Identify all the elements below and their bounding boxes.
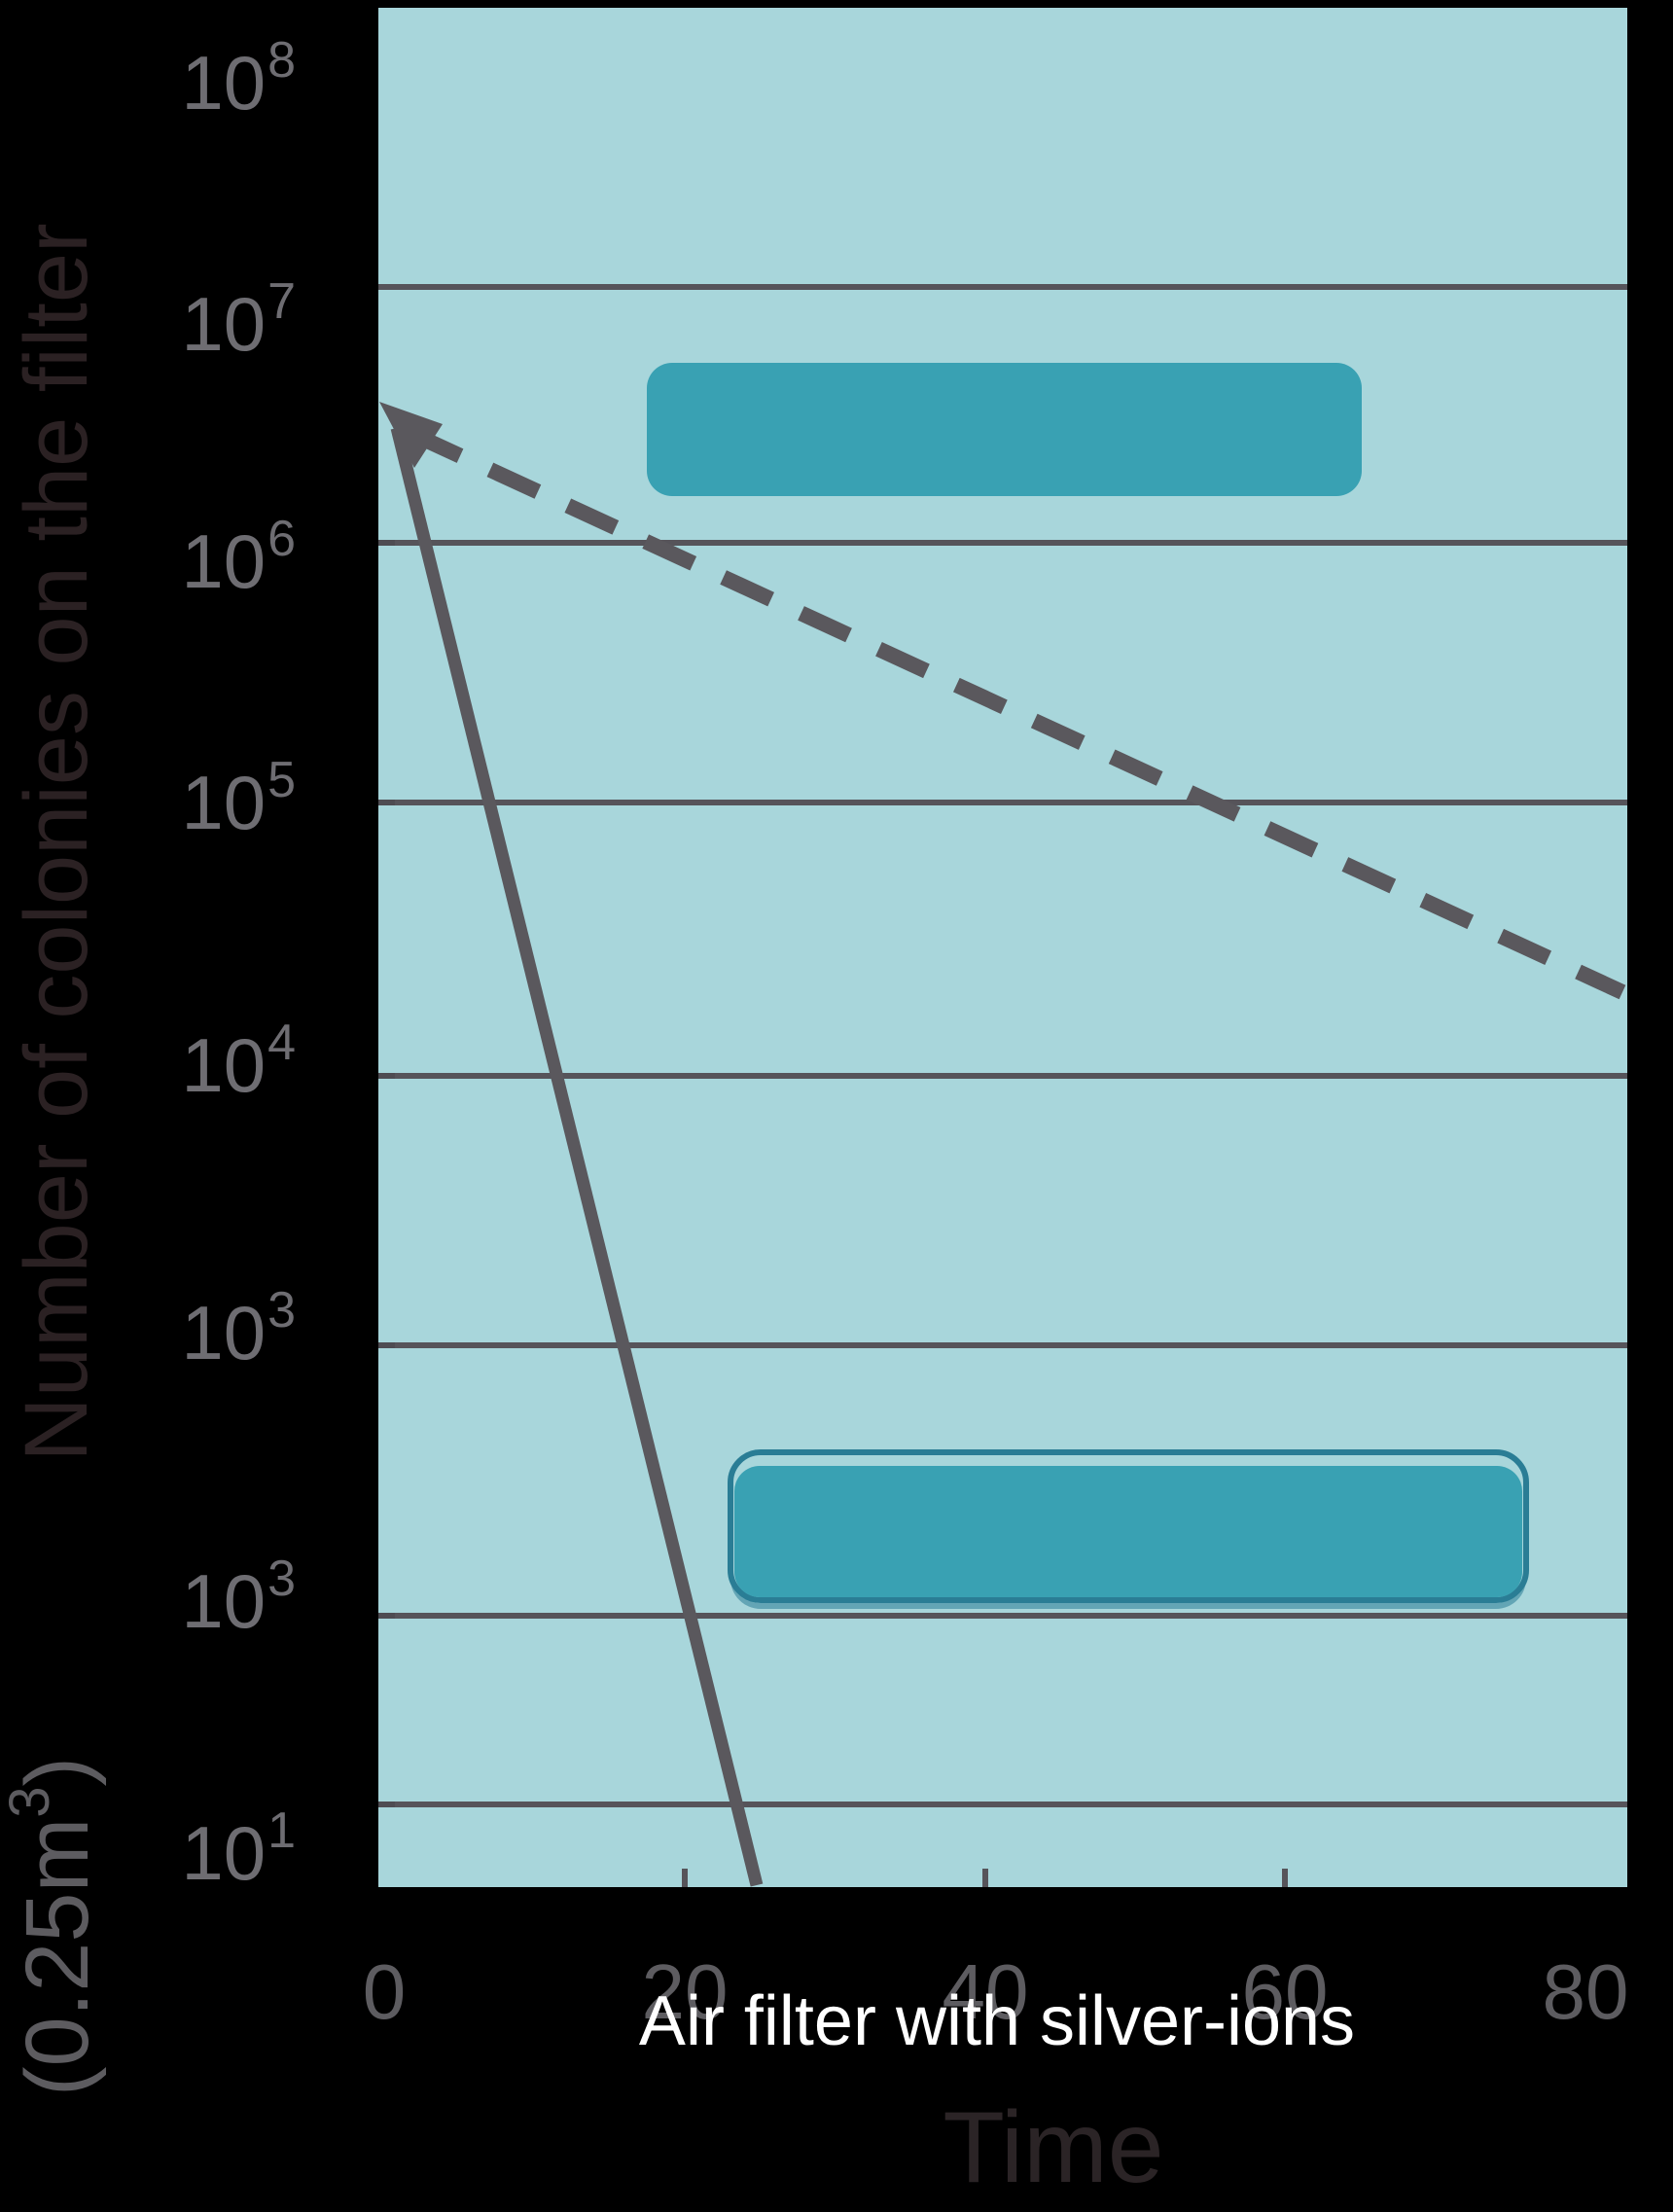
gridline-1e2 xyxy=(378,1613,1627,1619)
y-tick-1e1 xyxy=(378,1802,395,1807)
y-axis-unit: (0.25m3) xyxy=(0,1756,107,2097)
x-label-40: 40 xyxy=(942,1948,1029,2035)
plot-area xyxy=(378,8,1627,1887)
teal-annotation-box-bottom xyxy=(728,1449,1529,1603)
teal-annotation-box-bottom-fill xyxy=(734,1466,1522,1597)
y-label-1e8: 108 xyxy=(181,32,296,125)
x-axis-title: Time xyxy=(943,2091,1164,2204)
y-tick-1e6 xyxy=(378,540,395,546)
y-label-1e4: 104 xyxy=(181,1015,296,1108)
gridline-1e7 xyxy=(378,284,1627,290)
y-axis-title: Number of colonies on the filter xyxy=(7,223,106,1462)
y-tick-1e4 xyxy=(378,1073,395,1079)
x-label-0: 0 xyxy=(362,1948,407,2035)
y-tick-1e2 xyxy=(378,1613,395,1619)
teal-annotation-box-top xyxy=(647,363,1362,496)
x-tick-20 xyxy=(682,1869,688,1887)
x-tick-40 xyxy=(982,1869,988,1887)
gridline-1e3 xyxy=(378,1342,1627,1348)
y-label-1e7: 107 xyxy=(181,273,296,367)
y-label-1e3: 103 xyxy=(181,1282,296,1375)
gridline-1e5 xyxy=(378,800,1627,805)
x-tick-60 xyxy=(1282,1869,1288,1887)
gridline-1e1 xyxy=(378,1802,1627,1807)
caption-air-filter: Air filter with silver-ions xyxy=(638,1982,1356,2060)
y-label-1e2-shown-as-1e3: 103 xyxy=(181,1551,296,1644)
x-label-60: 60 xyxy=(1241,1948,1329,2035)
x-label-80: 80 xyxy=(1542,1948,1629,2035)
y-tick-1e5 xyxy=(378,800,395,805)
y-label-1e1: 101 xyxy=(181,1802,296,1896)
y-label-1e5: 105 xyxy=(181,752,296,845)
x-label-20: 20 xyxy=(641,1948,729,2035)
gridline-1e6 xyxy=(378,540,1627,546)
y-label-1e6: 106 xyxy=(181,511,296,604)
gridline-1e4 xyxy=(378,1073,1627,1079)
y-tick-1e3 xyxy=(378,1342,395,1348)
